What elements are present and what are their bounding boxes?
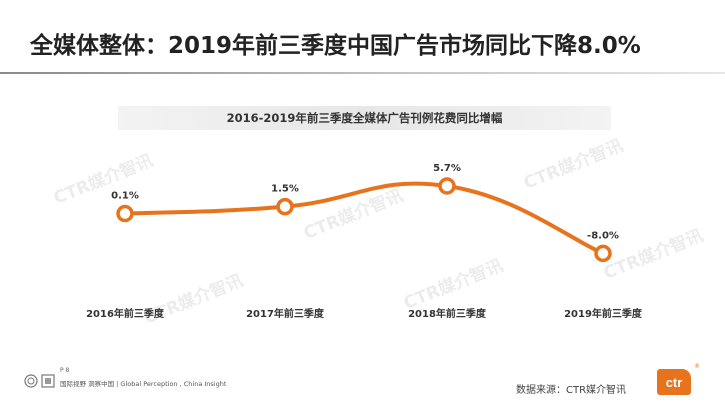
data-source: 数据来源：CTR媒介智讯	[516, 385, 627, 396]
footer-tagline: 国际视野 洞察中国 | Global Perception , China In…	[60, 380, 227, 388]
certification-logos	[24, 372, 58, 390]
x-tick-label: 2019年前三季度	[564, 307, 643, 320]
chart-title: 2016-2019年前三季度全媒体广告刊例花费同比增幅	[226, 111, 503, 125]
x-tick-label: 2017年前三季度	[246, 307, 325, 320]
ctr-logo: ctr	[657, 369, 691, 395]
certification-seal-icon	[24, 374, 38, 388]
chart-title-bar: 2016-2019年前三季度全媒体广告刊例花费同比增幅	[118, 106, 611, 130]
data-point	[116, 204, 134, 223]
page-title: 全媒体整体：2019年前三季度中国广告市场同比下降8.0%	[30, 33, 641, 59]
data-label: 1.5%	[271, 184, 299, 195]
x-tick-label: 2018年前三季度	[408, 307, 487, 320]
data-label: 5.7%	[433, 163, 461, 174]
page-number: P 8	[60, 367, 70, 374]
data-point	[438, 177, 456, 195]
data-point	[594, 244, 612, 263]
title-divider	[0, 72, 725, 74]
series-line	[123, 181, 605, 256]
ctr-logo-text: ctr	[665, 374, 683, 390]
data-label: -8.0%	[587, 230, 619, 241]
data-point	[276, 197, 294, 216]
registered-mark: ®	[694, 363, 700, 370]
certification-badge-icon	[41, 374, 55, 388]
data-label: 0.1%	[111, 191, 139, 202]
x-tick-label: 2016年前三季度	[86, 307, 165, 320]
